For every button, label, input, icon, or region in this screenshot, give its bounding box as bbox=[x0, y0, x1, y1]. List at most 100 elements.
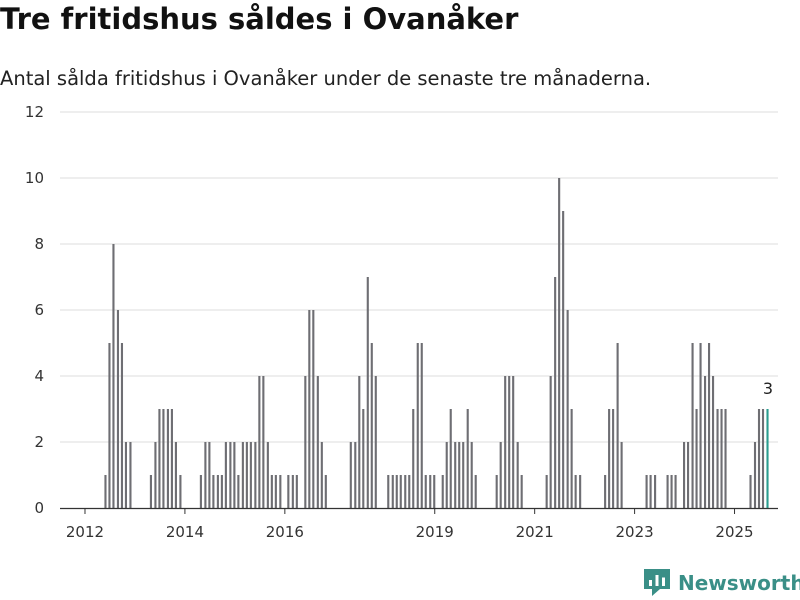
bar bbox=[120, 343, 124, 508]
gridlines bbox=[60, 111, 778, 443]
bar bbox=[441, 475, 444, 508]
bar bbox=[574, 475, 577, 508]
chart-subtitle: Antal sålda fritidshus i Ovanåker under … bbox=[0, 67, 652, 90]
bar bbox=[566, 310, 569, 508]
x-tick-label: 2012 bbox=[66, 523, 104, 541]
bar bbox=[295, 475, 298, 508]
bar bbox=[199, 475, 202, 508]
bar-chart-logo-icon bbox=[644, 569, 670, 596]
bar bbox=[462, 442, 465, 508]
bar bbox=[291, 475, 294, 508]
x-tick-label: 2014 bbox=[166, 523, 204, 541]
bar bbox=[387, 475, 390, 508]
x-tick-label: 2019 bbox=[416, 523, 454, 541]
bar bbox=[208, 442, 211, 508]
bar bbox=[512, 376, 515, 508]
bar bbox=[645, 475, 648, 508]
bar bbox=[562, 211, 565, 508]
y-tick-label: 0 bbox=[34, 499, 44, 517]
x-tick-label: 2021 bbox=[516, 523, 554, 541]
bar bbox=[270, 475, 273, 508]
bar bbox=[474, 475, 477, 508]
bar bbox=[304, 376, 307, 508]
bar bbox=[699, 343, 702, 508]
x-tick-label: 2016 bbox=[266, 523, 304, 541]
bar bbox=[520, 475, 523, 508]
bar bbox=[220, 475, 223, 508]
bar-highlight bbox=[766, 409, 769, 508]
bar bbox=[249, 442, 252, 508]
bar bbox=[716, 409, 719, 508]
bar bbox=[279, 475, 282, 508]
bar bbox=[449, 409, 452, 508]
x-axis: 2012 2014 2016 2019 2021 2023 2025 bbox=[60, 507, 778, 541]
bar bbox=[654, 475, 657, 508]
bar bbox=[454, 442, 457, 508]
y-tick-label: 2 bbox=[34, 433, 44, 451]
bar bbox=[695, 409, 698, 508]
y-tick-label: 4 bbox=[34, 367, 44, 385]
bar bbox=[558, 178, 561, 508]
bar bbox=[258, 376, 261, 508]
bar bbox=[349, 442, 352, 508]
bar bbox=[720, 409, 723, 508]
bar bbox=[516, 442, 519, 508]
bar bbox=[158, 409, 161, 508]
bar bbox=[229, 442, 232, 508]
bar bbox=[129, 442, 132, 508]
bar bbox=[370, 343, 373, 508]
bar bbox=[237, 475, 240, 508]
bar bbox=[274, 475, 277, 508]
bar bbox=[445, 442, 448, 508]
bar bbox=[466, 409, 469, 508]
bar bbox=[408, 475, 411, 508]
bar bbox=[458, 442, 461, 508]
bar bbox=[666, 475, 669, 508]
bar bbox=[354, 442, 357, 508]
x-tick-label: 2025 bbox=[715, 523, 753, 541]
bar bbox=[162, 409, 165, 508]
bar bbox=[262, 376, 265, 508]
bar bbox=[149, 475, 152, 508]
bar bbox=[433, 475, 436, 508]
bar bbox=[416, 343, 419, 508]
bar bbox=[391, 475, 394, 508]
bar bbox=[753, 442, 757, 508]
bar bbox=[649, 475, 652, 508]
bar bbox=[711, 376, 715, 508]
bar bbox=[395, 475, 398, 508]
bar bbox=[620, 442, 623, 508]
bar bbox=[112, 244, 115, 508]
last-value-label: 3 bbox=[763, 379, 773, 398]
bar bbox=[374, 376, 377, 508]
bar bbox=[749, 475, 752, 508]
bar bbox=[554, 277, 557, 508]
bar bbox=[683, 442, 686, 508]
bar bbox=[316, 376, 319, 508]
bar bbox=[233, 442, 236, 508]
bar bbox=[616, 343, 619, 508]
bar bbox=[312, 310, 315, 508]
bar bbox=[166, 409, 169, 508]
bar bbox=[254, 442, 257, 508]
bar bbox=[287, 475, 290, 508]
newsworthy-logo: Newsworthy bbox=[644, 569, 800, 597]
bar bbox=[608, 409, 611, 508]
bar bbox=[670, 475, 673, 508]
bar bbox=[366, 277, 369, 508]
bar bbox=[266, 442, 269, 508]
bar bbox=[724, 409, 727, 508]
bar bbox=[170, 409, 173, 508]
bar bbox=[358, 376, 361, 508]
bar bbox=[424, 475, 427, 508]
bar bbox=[499, 442, 502, 508]
bar bbox=[707, 343, 711, 508]
bar bbox=[241, 442, 244, 508]
bar bbox=[104, 475, 107, 508]
bar bbox=[412, 409, 415, 508]
bar bbox=[174, 442, 177, 508]
bar bbox=[504, 376, 507, 508]
bar bbox=[308, 310, 311, 508]
bar bbox=[320, 442, 323, 508]
